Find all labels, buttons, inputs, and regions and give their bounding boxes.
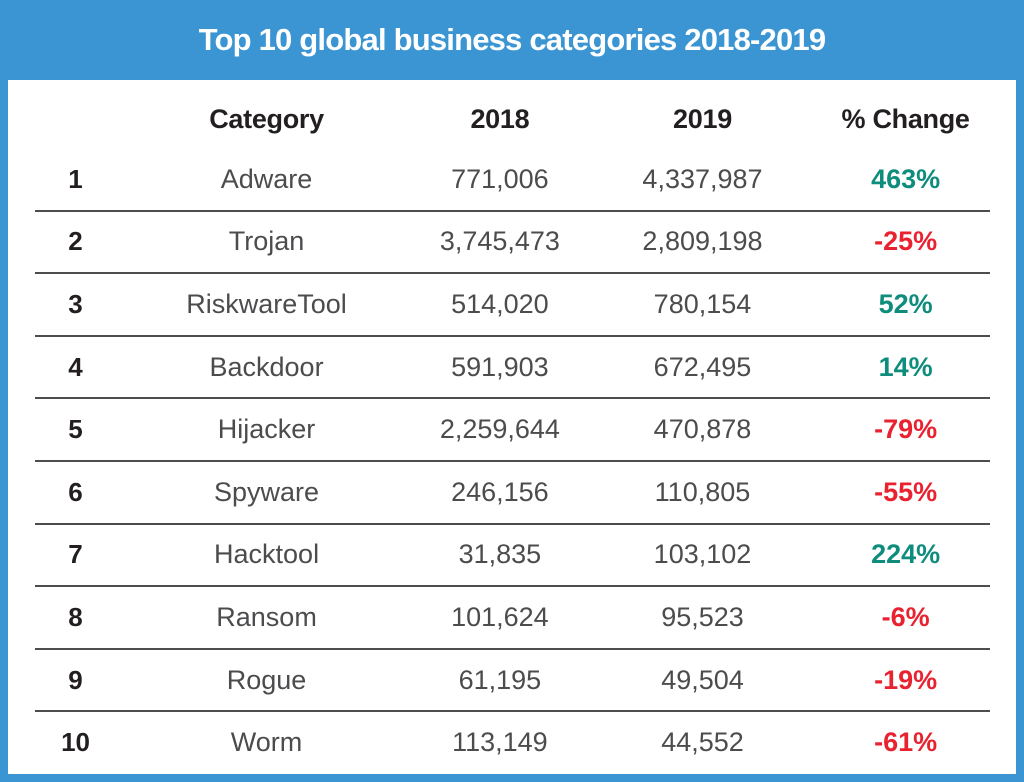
value-2018-cell: 113,149: [452, 727, 548, 758]
value-2018-cell: 771,006: [451, 163, 549, 194]
category-cell: RiskwareTool: [186, 288, 347, 319]
value-2018-cell: 101,624: [451, 601, 549, 632]
percent-change-cell: 52%: [878, 288, 933, 319]
value-2018-cell: 61,195: [458, 664, 542, 695]
page-title: Top 10 global business categories 2018-2…: [198, 22, 826, 57]
percent-change-cell: 14%: [878, 351, 933, 382]
percent-change-cell: -25%: [874, 226, 938, 257]
table-row: 6 Spyware 246,156 110,805 -55%: [8, 461, 1016, 525]
rank-cell: 8: [68, 601, 83, 632]
value-2019-cell: 44,552: [661, 727, 744, 758]
rank-cell: 10: [61, 727, 90, 758]
percent-change-cell: 463%: [871, 163, 941, 194]
value-2018-cell: 246,156: [451, 476, 549, 507]
value-2019-cell: 95,523: [661, 601, 744, 632]
value-2018-cell: 514,020: [451, 288, 549, 319]
value-2019-cell: 4,337,987: [642, 163, 763, 194]
rank-cell: 9: [68, 664, 83, 695]
category-cell: Ransom: [216, 601, 317, 632]
column-header-2018: 2018: [470, 103, 530, 134]
column-header-2019: 2019: [673, 103, 732, 134]
rank-cell: 3: [68, 288, 83, 319]
data-table: Category 2018 2019 % Change 1 Adware 771…: [8, 80, 1016, 774]
percent-change-cell: -61%: [874, 727, 938, 758]
table-row: 3 RiskwareTool 514,020 780,154 52%: [8, 273, 1016, 337]
value-2019-cell: 470,878: [653, 414, 752, 445]
table-row: 8 Ransom 101,624 95,523 -6%: [8, 586, 1016, 650]
value-2018-cell: 591,903: [451, 351, 549, 382]
category-cell: Hacktool: [214, 539, 320, 570]
value-2018-cell: 31,835: [458, 539, 542, 570]
percent-change-cell: -6%: [881, 601, 930, 632]
category-cell: Worm: [230, 727, 303, 758]
value-2019-cell: 110,805: [654, 476, 751, 507]
value-2019-cell: 672,495: [653, 351, 752, 382]
percent-change-cell: -19%: [874, 664, 938, 695]
rank-cell: 5: [68, 414, 83, 445]
category-cell: Backdoor: [209, 351, 324, 382]
table-row: 10 Worm 113,149 44,552 -61%: [8, 711, 1016, 774]
rank-cell: 2: [68, 226, 83, 257]
category-cell: Trojan: [228, 226, 305, 257]
table-row: 7 Hacktool 31,835 103,102 224%: [8, 524, 1016, 587]
title-bar: Top 10 global business categories 2018-2…: [0, 0, 1024, 80]
table-row: 9 Rogue 61,195 49,504 -19%: [8, 649, 1016, 712]
table-row: 4 Backdoor 591,903 672,495 14%: [8, 336, 1016, 399]
rank-cell: 6: [68, 476, 83, 507]
column-header-percent-change: % Change: [841, 103, 970, 134]
value-2019-cell: 780,154: [653, 288, 752, 319]
value-2018-cell: 3,745,473: [439, 226, 560, 257]
percent-change-cell: -55%: [874, 476, 938, 507]
category-cell: Adware: [220, 163, 313, 194]
percent-change-cell: 224%: [871, 539, 941, 570]
percent-change-cell: -79%: [874, 414, 938, 445]
value-2019-cell: 49,504: [661, 664, 744, 695]
category-cell: Spyware: [214, 476, 320, 507]
table-row: 5 Hijacker 2,259,644 470,878 -79%: [8, 398, 1016, 462]
value-2019-cell: 2,809,198: [642, 226, 763, 257]
rank-cell: 1: [68, 163, 83, 194]
table-row: 2 Trojan 3,745,473 2,809,198 -25%: [8, 211, 1016, 274]
value-2019-cell: 103,102: [653, 539, 752, 570]
category-cell: Rogue: [226, 664, 307, 695]
value-2018-cell: 2,259,644: [439, 414, 560, 445]
rank-cell: 7: [68, 539, 83, 570]
table-row: 1 Adware 771,006 4,337,987 463%: [8, 148, 1016, 212]
rank-cell: 4: [68, 351, 83, 382]
category-cell: Hijacker: [217, 414, 316, 445]
table-header-row: Category 2018 2019 % Change: [8, 80, 1016, 148]
column-header-category: Category: [209, 103, 324, 134]
